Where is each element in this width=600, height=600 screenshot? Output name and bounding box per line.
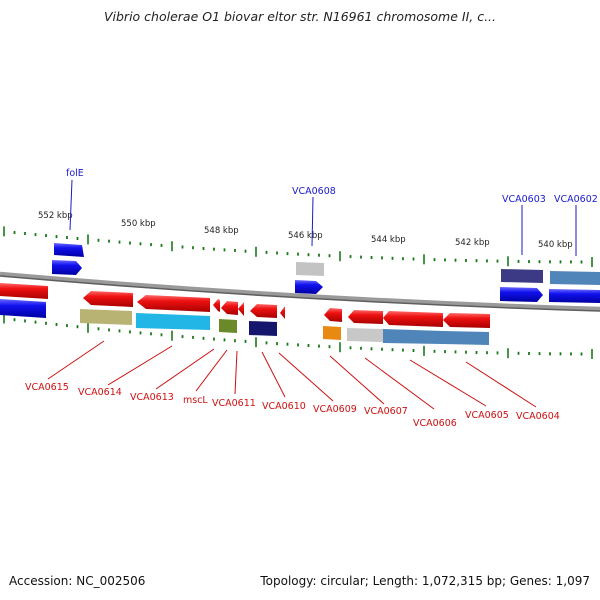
gene-VCA0613-arrow[interactable] <box>137 295 210 312</box>
gene-left-forward-cog[interactable] <box>0 299 46 318</box>
genome-summary-text: Topology: circular; Length: 1,072,315 bp… <box>260 574 590 588</box>
gene-VCA0614-arrow[interactable] <box>83 291 133 307</box>
gene-label-folE[interactable]: folE <box>66 168 84 179</box>
gene-label-VCA0609[interactable]: VCA0609 <box>313 404 357 415</box>
gene-label-VCA0602[interactable]: VCA0602 <box>554 194 598 205</box>
gene-label-VCA0606[interactable]: VCA0606 <box>413 418 457 429</box>
scale-label-546: 546 kbp <box>288 231 323 241</box>
chromosome-backbone <box>0 271 600 312</box>
gene-VCA0607-cog-box[interactable] <box>347 328 383 342</box>
gene-VCA0613-cog-box[interactable] <box>136 313 210 330</box>
gene-left-reverse-arrow[interactable] <box>0 283 48 299</box>
gene-label-VCA0610[interactable]: VCA0610 <box>262 401 306 412</box>
scale-label-542: 542 kbp <box>455 238 490 248</box>
gene-VCA0606-cog-box[interactable] <box>383 329 443 344</box>
gene-VCA0602-arrow[interactable] <box>549 289 600 303</box>
leader-VCA0611 <box>234 350 238 395</box>
leader-VCA0610 <box>261 351 286 398</box>
scale-label-548: 548 kbp <box>204 226 239 236</box>
gene-VCA0607-arrow[interactable] <box>348 310 383 324</box>
scale-label-552: 552 kbp <box>38 211 73 221</box>
leader-VCA0605 <box>409 359 487 407</box>
inner-tick-track <box>3 313 593 359</box>
leader-VCA0614 <box>107 345 173 386</box>
gene-VCA0608-cog-box[interactable] <box>296 262 324 276</box>
gene-VCA0602-cog-box[interactable] <box>550 271 600 285</box>
outer-tick-track <box>3 226 593 267</box>
gene-VCA0609-arrow[interactable] <box>324 308 342 322</box>
gene-label-VCA0605[interactable]: VCA0605 <box>465 410 509 421</box>
gene-VCA0603-cog-box[interactable] <box>501 269 543 283</box>
gene-label-VCA0607[interactable]: VCA0607 <box>364 406 408 417</box>
gene-VCA0603-arrow[interactable] <box>500 287 543 302</box>
leader-VCA0613 <box>155 348 215 390</box>
gene-VCA0610b-arrow[interactable] <box>280 306 285 319</box>
gene-label-VCA0603[interactable]: VCA0603 <box>502 194 546 205</box>
gene-label-VCA0615[interactable]: VCA0615 <box>25 382 69 393</box>
scale-label-550: 550 kbp <box>121 219 156 229</box>
scale-label-540: 540 kbp <box>538 240 573 250</box>
leader-VCA0608 <box>311 196 314 247</box>
gene-VCA0614-cog-box[interactable] <box>80 309 132 325</box>
chromosome-backbone-shadow <box>0 275 600 312</box>
gene-folE-arrow-2[interactable] <box>52 260 82 275</box>
leader-VCA0606 <box>364 357 435 410</box>
leader-folE <box>69 179 73 231</box>
gene-label-VCA0614[interactable]: VCA0614 <box>78 387 122 398</box>
leader-VCA0615 <box>47 340 105 380</box>
gene-VCA0610-cog-box[interactable] <box>249 321 277 336</box>
bottom-leaders <box>47 340 537 410</box>
leader-VCA0604 <box>465 361 537 408</box>
gene-VCA0611b-arrow[interactable] <box>238 302 244 316</box>
scale-label-544: 544 kbp <box>371 235 406 245</box>
gene-VCA0606-arrow[interactable] <box>383 311 443 327</box>
gene-VCA0610-arrow[interactable] <box>250 304 277 318</box>
gene-label-VCA0611[interactable]: VCA0611 <box>212 398 256 409</box>
leader-mscL <box>195 349 228 392</box>
gene-label-mscL[interactable]: mscL <box>183 395 208 406</box>
gene-VCA0605-arrow[interactable] <box>443 313 490 328</box>
gene-folE-arrow[interactable] <box>54 243 84 257</box>
gene-VCA0605-cog-box[interactable] <box>443 331 489 345</box>
gene-VCA0611-arrow[interactable] <box>221 301 238 315</box>
gene-label-VCA0613[interactable]: VCA0613 <box>130 392 174 403</box>
gene-mscL-arrow[interactable] <box>213 299 220 312</box>
gene-mscL-cog-box[interactable] <box>219 319 237 333</box>
gene-VCA0609-cog-box[interactable] <box>323 326 341 340</box>
leader-VCA0609 <box>278 352 334 402</box>
top-leaders <box>69 179 577 256</box>
gene-label-VCA0604[interactable]: VCA0604 <box>516 411 560 422</box>
accession-text: Accession: NC_002506 <box>9 574 146 588</box>
leader-VCA0607 <box>329 355 385 405</box>
map-title: Vibrio cholerae O1 biovar eltor str. N16… <box>103 9 497 24</box>
gene-VCA0608-arrow[interactable] <box>295 280 323 294</box>
gene-label-VCA0608[interactable]: VCA0608 <box>292 186 336 197</box>
